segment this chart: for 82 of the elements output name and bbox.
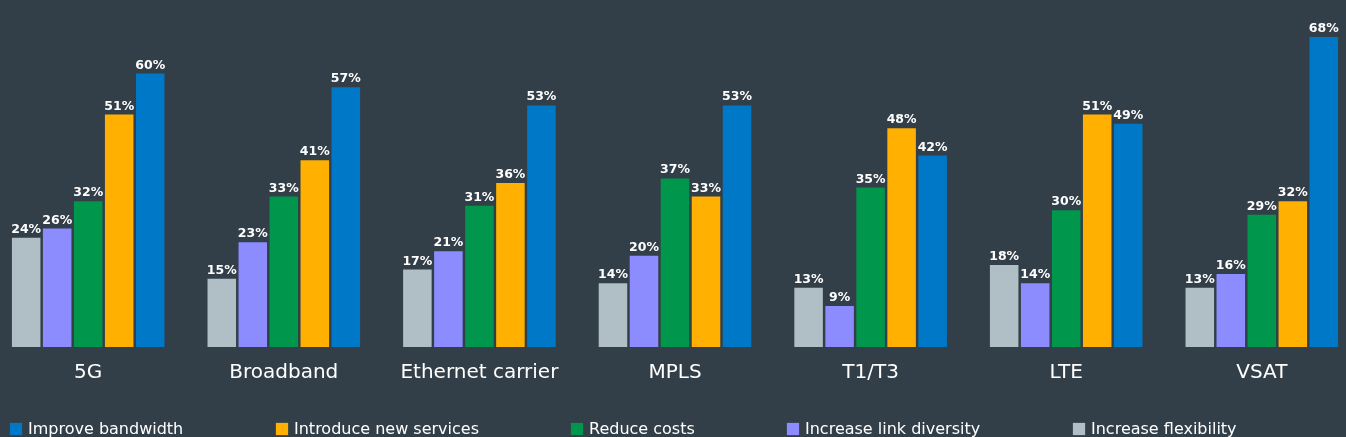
data-label: 9%: [828, 288, 851, 304]
data-label: 36%: [495, 165, 526, 181]
data-label: 41%: [299, 143, 331, 159]
x-tick-label: MPLS: [648, 358, 702, 383]
data-label: 26%: [42, 211, 73, 227]
bar: [598, 283, 628, 347]
bar: [629, 255, 659, 347]
data-label: 15%: [206, 261, 238, 277]
bar: [887, 128, 916, 347]
bar: [42, 228, 72, 347]
legend-label: Improve bandwidth: [28, 419, 184, 437]
bar: [691, 196, 721, 347]
data-label: 23%: [237, 225, 269, 241]
bar: [269, 196, 299, 347]
bar: [825, 305, 854, 347]
legend-label: Increase flexibility: [1091, 419, 1237, 437]
bar: [403, 269, 432, 347]
bar: [1247, 214, 1277, 347]
data-label: 53%: [722, 88, 753, 104]
data-label: 29%: [1246, 197, 1278, 213]
bar: [135, 73, 165, 347]
bar: [1051, 210, 1081, 347]
data-label: 49%: [1113, 106, 1144, 122]
data-label: 13%: [1184, 270, 1216, 286]
legend-label: Introduce new services: [294, 419, 479, 437]
data-label: 32%: [1277, 184, 1309, 200]
bar: [1020, 283, 1050, 347]
data-label: 24%: [11, 220, 42, 236]
data-label: 14%: [1020, 266, 1051, 282]
bar: [989, 264, 1019, 347]
bar: [11, 237, 41, 347]
bar: [1309, 37, 1339, 347]
data-label: 51%: [1082, 97, 1113, 113]
data-label: 33%: [268, 179, 300, 195]
data-label: 17%: [402, 252, 433, 268]
bar: [434, 251, 463, 347]
data-label: 35%: [855, 170, 887, 186]
bar: [722, 105, 752, 347]
data-label: 42%: [917, 138, 949, 154]
bar: [238, 242, 268, 347]
data-label: 57%: [330, 70, 362, 86]
data-label: 31%: [464, 188, 495, 204]
data-label: 18%: [989, 247, 1020, 263]
bar: [1278, 201, 1308, 347]
bar: [918, 155, 947, 347]
bar: [104, 114, 134, 347]
data-label: 13%: [793, 270, 825, 286]
data-label: 60%: [135, 56, 166, 72]
bar: [1185, 287, 1215, 347]
bar: [1082, 114, 1112, 347]
legend-label: Increase link diversity: [805, 419, 981, 437]
data-label: 20%: [629, 238, 660, 254]
data-label: 32%: [73, 184, 104, 200]
bar: [1113, 123, 1143, 347]
bar: [496, 182, 525, 347]
data-label: 53%: [526, 88, 557, 104]
legend-label: Reduce costs: [589, 419, 695, 437]
data-label: 21%: [433, 234, 464, 250]
data-label: 30%: [1051, 193, 1082, 209]
bar: [300, 160, 330, 347]
x-tick-label: T1/T3: [841, 358, 899, 383]
bar: [331, 87, 361, 347]
data-label: 48%: [886, 111, 918, 127]
x-tick-label: VSAT: [1236, 358, 1289, 383]
data-label: 16%: [1215, 257, 1247, 273]
bar: [1216, 274, 1246, 347]
data-label: 14%: [598, 266, 629, 282]
bar: [856, 187, 885, 347]
bar: [794, 287, 823, 347]
x-tick-label: Broadband: [229, 358, 339, 383]
bar: [465, 205, 494, 347]
bar: [207, 278, 237, 347]
x-tick-label: LTE: [1049, 358, 1083, 383]
data-label: 68%: [1308, 20, 1340, 36]
x-tick-label: Ethernet carrier: [400, 358, 560, 383]
data-label: 33%: [691, 179, 722, 195]
bar: [527, 105, 556, 347]
bar: [660, 178, 690, 347]
data-label: 37%: [660, 161, 691, 177]
data-label: 51%: [104, 97, 135, 113]
x-tick-label: 5G: [74, 358, 103, 383]
bar: [73, 201, 103, 347]
